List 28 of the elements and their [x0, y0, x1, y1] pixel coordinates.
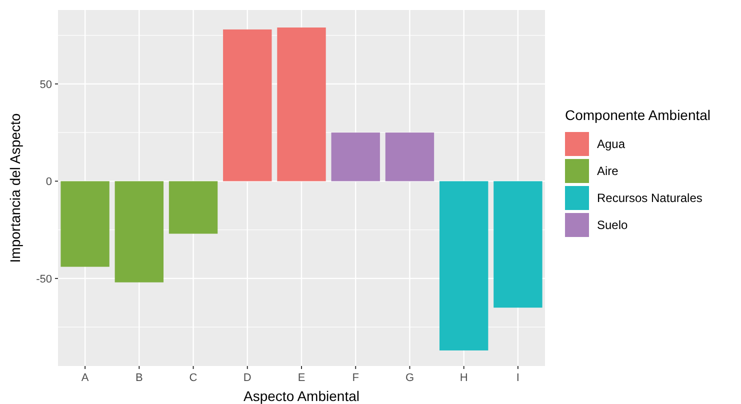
x-tick-label: B: [135, 372, 143, 384]
y-tick-label: 50: [40, 78, 52, 91]
x-tick-label: E: [298, 372, 306, 384]
x-tick-label: F: [352, 372, 360, 384]
bar: [494, 181, 542, 308]
legend-label: Suelo: [597, 218, 628, 232]
bar: [439, 181, 488, 350]
y-tick-label: 0: [46, 176, 52, 188]
bar: [223, 29, 272, 182]
legend-label: Agua: [597, 137, 626, 152]
bar: [60, 181, 110, 267]
legend-label: Recursos Naturales: [597, 191, 702, 206]
x-tick-label: I: [516, 372, 520, 384]
bar: [168, 181, 218, 234]
bar: [385, 132, 434, 182]
x-tick-label: D: [243, 372, 252, 384]
x-axis-title: Aspecto Ambiental: [244, 388, 360, 404]
bar: [331, 132, 380, 182]
legend-label: Aire: [597, 164, 619, 178]
x-tick-label: H: [460, 372, 468, 384]
y-axis-title: Importancia del Aspecto: [7, 113, 23, 263]
y-tick-label: -50: [36, 273, 52, 286]
x-tick-label: G: [405, 372, 414, 384]
bar: [114, 181, 164, 282]
bar: [277, 28, 326, 182]
x-tick-label: C: [189, 372, 198, 384]
x-tick-label: A: [81, 372, 90, 384]
legend-title: Componente Ambiental: [565, 107, 711, 123]
